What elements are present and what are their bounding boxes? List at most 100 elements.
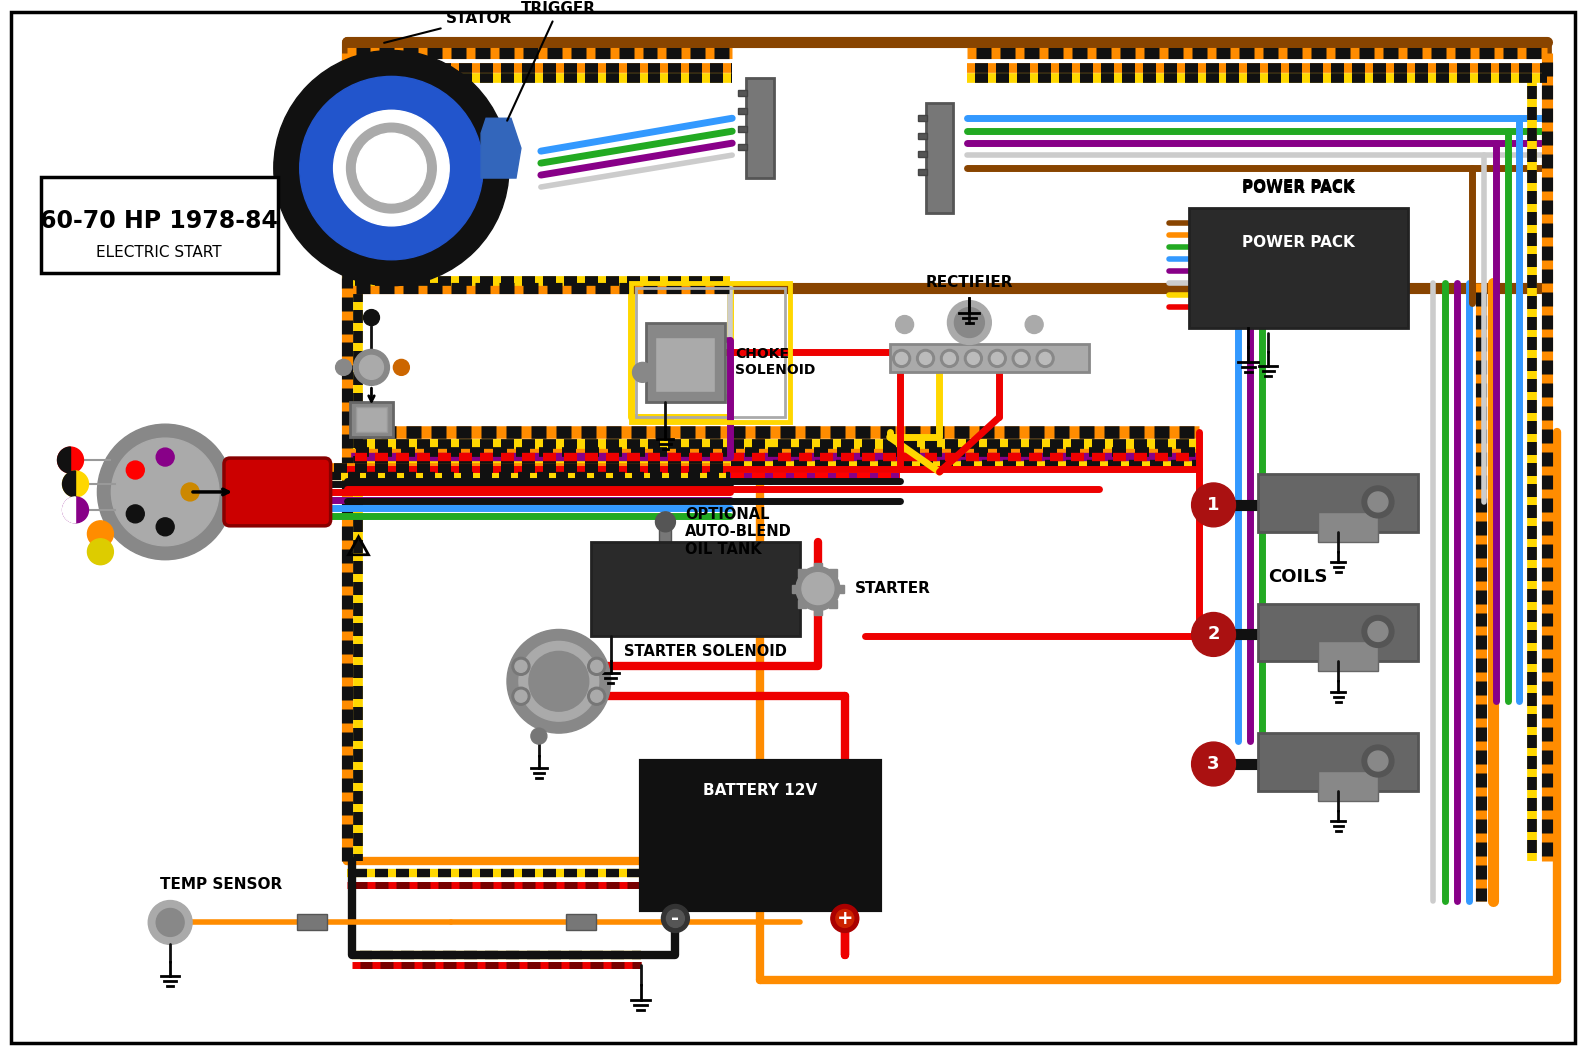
Circle shape — [1012, 349, 1031, 368]
Circle shape — [155, 518, 174, 536]
Bar — [631, 283, 790, 423]
Text: 60-70 HP 1978-84: 60-70 HP 1978-84 — [40, 209, 278, 233]
Circle shape — [155, 448, 174, 466]
Bar — [745, 79, 774, 178]
Circle shape — [97, 425, 233, 560]
Text: 2: 2 — [1207, 625, 1220, 643]
Circle shape — [87, 521, 113, 547]
Circle shape — [363, 310, 379, 326]
Polygon shape — [481, 119, 520, 178]
Circle shape — [1036, 349, 1055, 368]
Circle shape — [127, 504, 144, 522]
Bar — [737, 90, 747, 97]
Wedge shape — [62, 471, 76, 497]
Bar — [1258, 734, 1418, 791]
Text: TEMP SENSOR: TEMP SENSOR — [160, 878, 282, 892]
Circle shape — [515, 660, 527, 673]
Bar — [41, 177, 278, 272]
Bar — [590, 541, 799, 637]
Circle shape — [360, 355, 384, 379]
Circle shape — [127, 461, 144, 479]
Bar — [566, 914, 596, 930]
Circle shape — [588, 687, 606, 705]
Bar — [636, 288, 785, 417]
Bar — [655, 337, 715, 392]
Bar — [814, 606, 822, 615]
Text: -: - — [671, 909, 679, 928]
Circle shape — [333, 110, 449, 226]
Bar — [829, 600, 837, 609]
Bar — [1258, 603, 1418, 661]
Circle shape — [655, 512, 676, 532]
Bar — [349, 403, 393, 437]
Bar — [918, 169, 926, 176]
Circle shape — [947, 301, 991, 345]
Circle shape — [1039, 352, 1052, 365]
Circle shape — [1369, 492, 1388, 512]
Bar — [641, 761, 880, 910]
Text: STARTER: STARTER — [855, 581, 931, 596]
Circle shape — [964, 349, 982, 368]
Circle shape — [991, 352, 1004, 365]
Bar — [355, 407, 387, 432]
Text: OPTIONAL
AUTO-BLEND
OIL TANK: OPTIONAL AUTO-BLEND OIL TANK — [685, 507, 791, 557]
Circle shape — [590, 660, 603, 673]
Bar — [890, 345, 1090, 372]
Bar — [926, 103, 953, 213]
Circle shape — [836, 909, 853, 927]
Circle shape — [896, 315, 914, 333]
Bar — [798, 570, 806, 577]
Circle shape — [62, 471, 89, 497]
Circle shape — [87, 539, 113, 564]
Text: BATTERY 12V: BATTERY 12V — [703, 783, 817, 799]
Text: STARTER SOLENOID: STARTER SOLENOID — [623, 644, 787, 659]
Circle shape — [519, 641, 598, 721]
Bar — [1318, 641, 1378, 672]
Circle shape — [967, 352, 979, 365]
Circle shape — [512, 687, 530, 705]
Circle shape — [300, 77, 484, 260]
Circle shape — [955, 308, 985, 337]
Circle shape — [336, 359, 352, 375]
Circle shape — [347, 123, 436, 213]
Bar — [918, 151, 926, 157]
Circle shape — [893, 349, 910, 368]
Bar — [798, 600, 806, 609]
Circle shape — [181, 483, 200, 501]
Circle shape — [528, 652, 588, 712]
Bar — [918, 133, 926, 139]
Wedge shape — [62, 497, 76, 522]
Circle shape — [515, 691, 527, 702]
Bar — [829, 570, 837, 577]
Circle shape — [661, 905, 690, 932]
Bar — [814, 562, 822, 571]
Text: POWER PACK: POWER PACK — [1242, 181, 1354, 195]
Text: TRIGGER: TRIGGER — [508, 1, 596, 121]
Circle shape — [1369, 621, 1388, 641]
Circle shape — [62, 497, 89, 522]
Circle shape — [1362, 745, 1394, 777]
Circle shape — [917, 349, 934, 368]
Bar — [646, 323, 725, 403]
Circle shape — [831, 905, 858, 932]
Text: 1: 1 — [1207, 496, 1220, 514]
Circle shape — [508, 630, 611, 734]
Circle shape — [57, 447, 84, 473]
Bar — [660, 522, 671, 561]
Circle shape — [1191, 613, 1235, 657]
Circle shape — [155, 908, 184, 936]
Text: +: + — [836, 909, 853, 928]
Circle shape — [796, 566, 841, 611]
Circle shape — [940, 349, 958, 368]
Circle shape — [1191, 483, 1235, 527]
FancyBboxPatch shape — [224, 458, 330, 526]
Bar — [737, 108, 747, 115]
Text: POWER PACK: POWER PACK — [1242, 235, 1354, 250]
Circle shape — [1191, 742, 1235, 786]
Circle shape — [354, 349, 390, 386]
Bar — [297, 914, 327, 930]
Circle shape — [531, 728, 547, 744]
Circle shape — [944, 352, 955, 365]
Circle shape — [1369, 751, 1388, 771]
Circle shape — [988, 349, 1006, 368]
